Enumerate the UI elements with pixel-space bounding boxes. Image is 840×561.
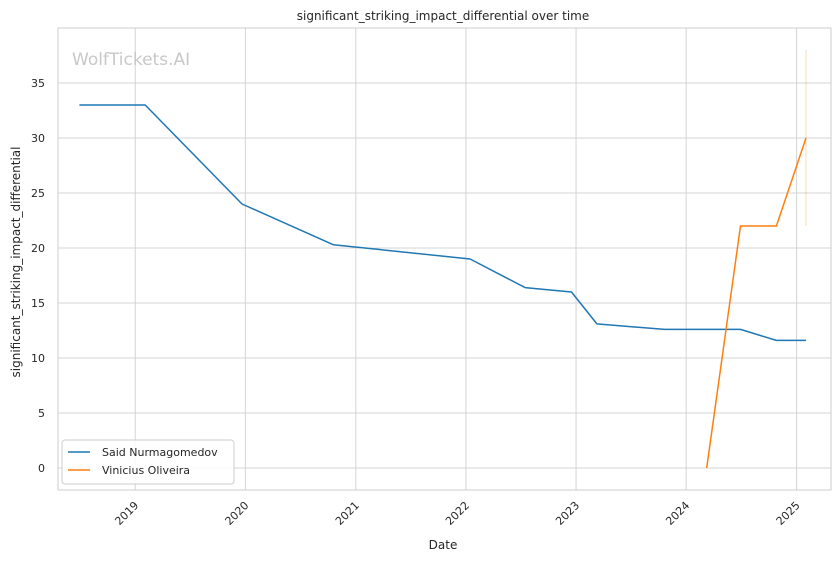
chart-title: significant_striking_impact_differential… [297, 9, 589, 23]
y-axis-label: significant_striking_impact_differential [9, 147, 23, 378]
legend-label: Vinicius Oliveira [102, 464, 190, 477]
x-tick-label: 2023 [553, 499, 582, 528]
x-tick-label: 2025 [774, 499, 803, 528]
y-tick-label: 0 [38, 462, 45, 475]
x-gridlines [134, 28, 798, 490]
y-tick-label: 25 [31, 187, 45, 200]
legend: Said Nurmagomedov Vinicius Oliveira [61, 439, 235, 485]
x-tick-label: 2019 [112, 499, 141, 528]
x-tick-labels: 2019 2020 2021 2022 2023 2024 2025 [112, 499, 802, 528]
x-tick-label: 2024 [663, 499, 692, 528]
x-tick-label: 2021 [333, 499, 362, 528]
legend-label: Said Nurmagomedov [102, 446, 218, 459]
y-tick-label: 15 [31, 297, 45, 310]
legend-box [61, 439, 235, 485]
y-tick-labels: 0 5 10 15 20 25 30 35 [31, 77, 45, 475]
y-gridlines [58, 82, 831, 469]
series-line [79, 104, 806, 342]
watermark-text: WolfTickets.AI [72, 50, 190, 70]
plot-area-frame [57, 27, 832, 491]
y-tick-label: 35 [31, 77, 45, 90]
y-tick-label: 5 [38, 407, 45, 420]
x-axis-label: Date [429, 538, 458, 552]
y-tick-label: 20 [31, 242, 45, 255]
x-tick-label: 2020 [222, 499, 251, 528]
y-tick-label: 30 [31, 132, 45, 145]
series-line [705, 137, 807, 469]
y-tick-label: 10 [31, 352, 45, 365]
x-tick-label: 2022 [443, 499, 472, 528]
series-layer [79, 50, 807, 469]
